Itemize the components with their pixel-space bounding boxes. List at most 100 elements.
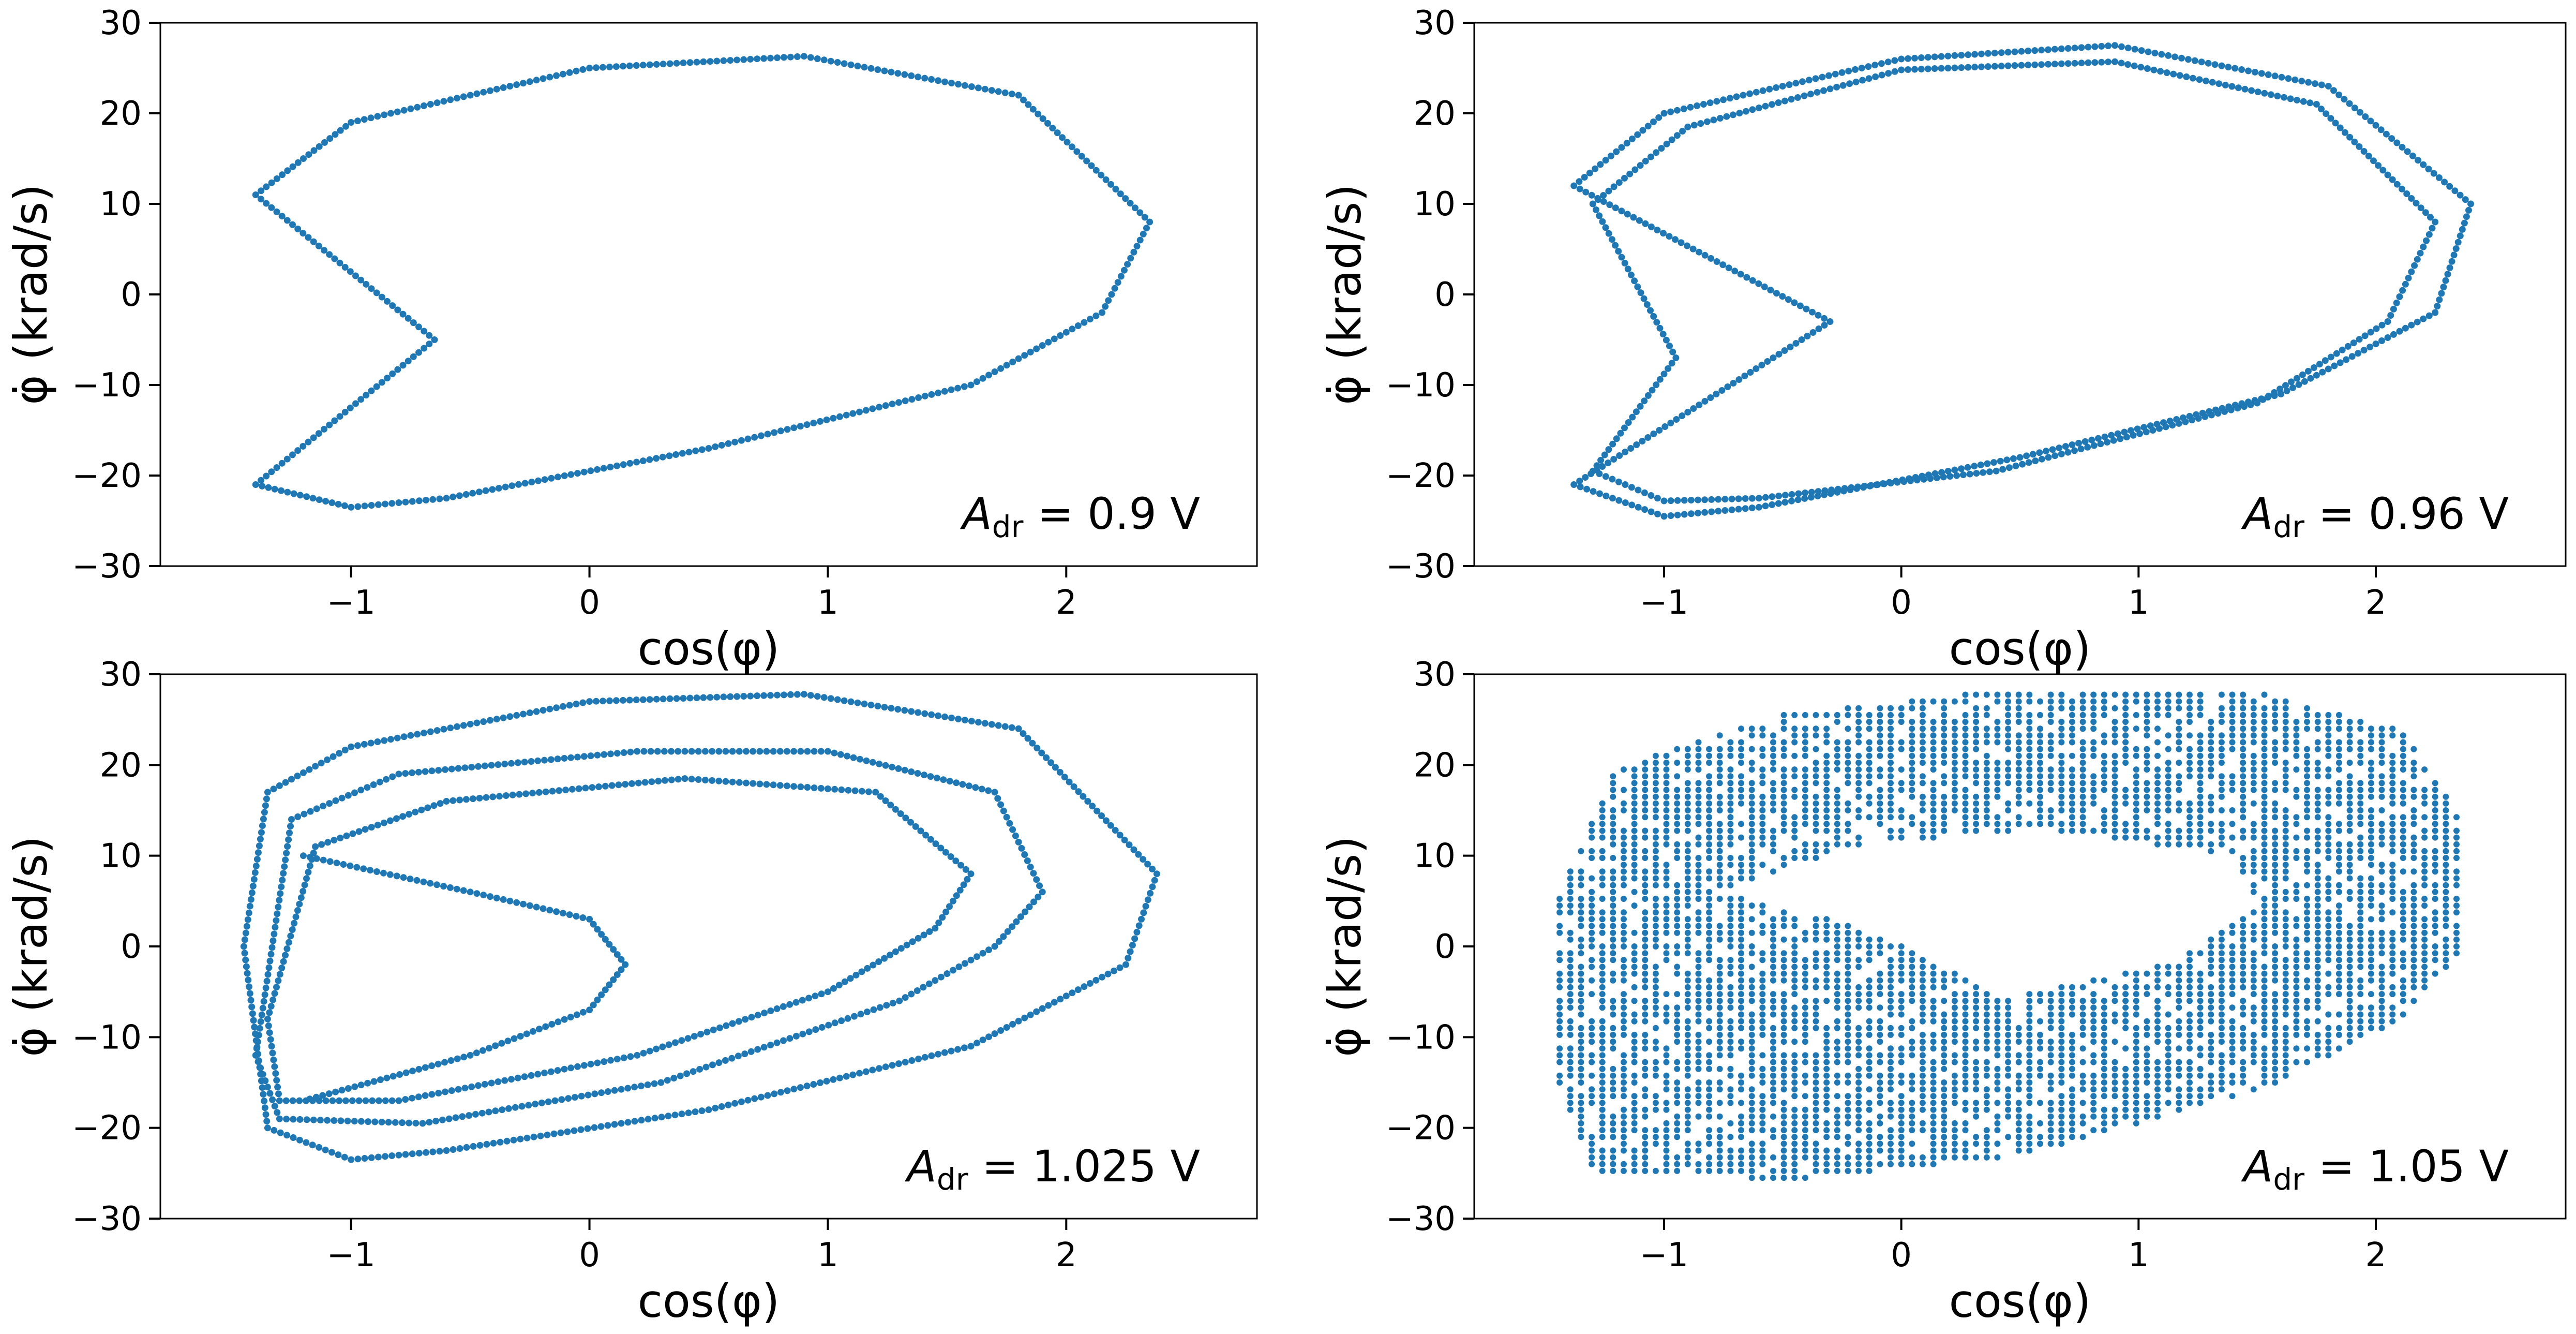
scatter-point [2250, 1086, 2257, 1093]
scatter-point [2162, 423, 2169, 431]
scatter-point [1663, 807, 1670, 813]
scatter-point [2186, 1086, 2193, 1093]
scatter-point [1695, 1039, 1702, 1045]
scatter-point [1973, 821, 1980, 827]
scatter-point [1909, 1045, 1915, 1052]
scatter-point [1652, 1093, 1659, 1100]
scatter-point [1919, 977, 1926, 984]
scatter-point [594, 1059, 601, 1066]
scatter-point [1706, 923, 1713, 929]
scatter-point [1695, 1140, 1702, 1147]
scatter-point [2058, 1039, 2065, 1045]
scatter-point [2026, 1120, 2033, 1127]
scatter-point [1706, 821, 1713, 827]
scatter-point [751, 434, 758, 441]
scatter-point [1855, 787, 1862, 793]
scatter-point [738, 437, 745, 444]
scatter-point [1663, 821, 1670, 827]
scatter-point [1742, 505, 1749, 512]
scatter-point [1888, 1147, 1894, 1154]
scatter-point [1770, 1079, 1776, 1086]
scatter-point [824, 785, 831, 792]
scatter-point [1117, 273, 1125, 280]
scatter-point [1888, 705, 1894, 712]
scatter-point [1615, 497, 1623, 504]
scatter-point [1941, 780, 1948, 787]
scatter-point [2383, 130, 2390, 138]
scatter-point [2197, 712, 2204, 718]
scatter-point [2029, 451, 2036, 458]
scatter-point [1962, 787, 1969, 793]
scatter-point [1684, 848, 1691, 854]
scatter-point [1802, 787, 1808, 793]
scatter-point [1792, 80, 1800, 87]
scatter-point [1845, 957, 1851, 964]
scatter-point [1898, 1127, 1905, 1134]
scatter-point [1973, 1086, 1980, 1093]
scatter-point [1770, 977, 1776, 984]
scatter-point [573, 913, 580, 920]
scatter-point [1983, 760, 1990, 766]
scatter-point [1951, 1134, 1958, 1140]
scatter-point [2079, 800, 2086, 807]
scatter-point [428, 767, 436, 775]
scatter-point [2047, 1072, 2054, 1079]
scatter-point [2218, 1086, 2225, 1093]
scatter-point [2101, 814, 2107, 821]
scatter-point [2186, 691, 2193, 698]
scatter-point [268, 1043, 275, 1050]
scatter-point [1951, 1011, 1958, 1018]
scatter-point [1973, 793, 1980, 800]
scatter-point [1983, 1059, 1990, 1065]
scatter-point [1706, 868, 1713, 875]
scatter-point [1674, 848, 1681, 854]
scatter-point [1674, 841, 1681, 848]
scatter-point [1701, 398, 1709, 405]
scatter-point [2015, 698, 2022, 705]
scatter-point [2176, 970, 2182, 977]
scatter-point [1687, 103, 1694, 111]
scatter-point [1621, 1059, 1627, 1065]
scatter-point [863, 757, 870, 764]
scatter-point [1004, 928, 1011, 935]
scatter-point [1642, 868, 1649, 875]
scatter-point [1813, 807, 1819, 813]
scatter-point [2038, 61, 2045, 68]
scatter-point [1642, 1127, 1649, 1134]
scatter-point [1983, 800, 1990, 807]
scatter-point [1813, 760, 1819, 766]
scatter-point [1941, 719, 1948, 725]
scatter-point [2101, 1093, 2107, 1100]
scatter-point [979, 950, 986, 957]
scatter-point [1877, 1072, 1883, 1079]
scatter-point [1898, 1154, 1905, 1161]
scatter-point [2240, 780, 2246, 787]
scatter-point [1727, 984, 1734, 990]
scatter-point [1748, 868, 1755, 875]
scatter-point [1845, 1052, 1851, 1059]
scatter-point [1898, 1045, 1905, 1052]
scatter-point [2144, 65, 2151, 72]
scatter-point [2240, 827, 2246, 834]
scatter-point [1762, 494, 1769, 501]
scatter-point [2105, 42, 2112, 50]
scatter-point [2047, 1100, 2054, 1106]
scatter-point [1631, 970, 1638, 977]
scatter-point [1813, 1161, 1819, 1167]
scatter-point [1567, 1004, 1574, 1011]
scatter-point [1660, 513, 1668, 520]
scatter-point [1081, 319, 1088, 326]
scatter-point [1017, 913, 1024, 921]
scatter-point [1801, 495, 1808, 502]
scatter-point [2026, 719, 2033, 725]
scatter-point [2208, 752, 2214, 759]
scatter-point [1758, 362, 1765, 368]
scatter-point [1607, 152, 1614, 159]
scatter-point [2186, 719, 2193, 725]
scatter-point [566, 702, 573, 709]
scatter-point [1628, 484, 1635, 491]
scatter-point [2124, 45, 2132, 52]
scatter-point [1589, 875, 1595, 882]
scatter-point [1621, 929, 1627, 936]
scatter-point [2165, 760, 2171, 766]
